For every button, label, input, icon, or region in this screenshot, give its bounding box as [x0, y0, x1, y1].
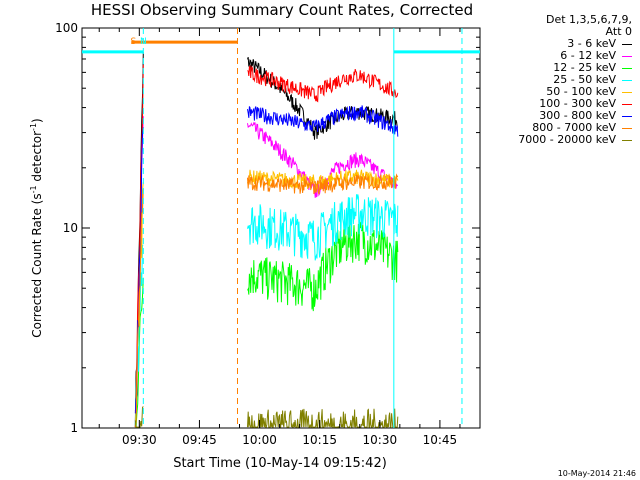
x-tick-label: 10:45: [423, 433, 458, 447]
x-tick-label: 09:30: [122, 433, 157, 447]
legend-swatch: [622, 127, 632, 129]
legend-header-1: Det 1,3,5,6,7,9,: [545, 13, 632, 26]
series-line: [247, 173, 399, 195]
legend-header-2: Att 0: [605, 25, 632, 38]
legend-label: 7000 - 20000 keV: [518, 133, 616, 146]
y-tick-label: 10: [63, 221, 78, 235]
marker-label-s: S: [130, 37, 136, 47]
y-axis-label-mid: detector: [30, 131, 44, 186]
legend-swatch: [622, 55, 632, 57]
series-line: [247, 194, 399, 261]
legend-label: 6 - 12 keV: [560, 49, 616, 62]
x-axis-label: Start Time (10-May-14 09:15:42): [173, 456, 387, 471]
y-axis-label: Corrected Count Rate (s-1 detector-1): [29, 118, 44, 337]
series-spike: [134, 188, 144, 428]
legend: Det 1,3,5,6,7,9, Att 0 3 - 6 keV 6 - 12 k…: [486, 14, 632, 146]
legend-label: 3 - 6 keV: [567, 37, 616, 50]
legend-entry: 800 - 7000 keV: [486, 122, 632, 134]
series-layer: [134, 52, 399, 429]
y-axis-label-sup1: -1: [29, 185, 38, 193]
legend-label: 50 - 100 keV: [546, 85, 616, 98]
legend-rows: 3 - 6 keV 6 - 12 keV 12 - 25 keV 25 - 50 ke…: [486, 38, 632, 146]
legend-entry: 6 - 12 keV: [486, 50, 632, 62]
footer-timestamp: 10-May-2014 21:46: [557, 469, 636, 478]
marker-label-n: N: [140, 37, 147, 47]
x-tick-label: 09:45: [182, 433, 217, 447]
legend-entry: 100 - 300 keV: [486, 98, 632, 110]
y-axis-label-sup2: -1: [29, 123, 38, 131]
legend-entry: 3 - 6 keV: [486, 38, 632, 50]
series-line: [247, 56, 398, 140]
legend-entry: 300 - 800 keV: [486, 110, 632, 122]
x-tick-label: 10:00: [242, 433, 277, 447]
y-tick-label: 1: [70, 421, 78, 435]
series-line: [247, 64, 399, 103]
legend-swatch: [622, 79, 632, 81]
chart-title: HESSI Observing Summary Count Rates, Cor…: [90, 1, 474, 19]
legend-label: 12 - 25 keV: [553, 61, 616, 74]
legend-swatch: [622, 67, 632, 69]
legend-label: 800 - 7000 keV: [532, 121, 616, 134]
legend-swatch: [622, 115, 632, 117]
legend-entry: 7000 - 20000 keV: [486, 134, 632, 146]
y-axis-label-end: ): [30, 118, 44, 123]
legend-label: 300 - 800 keV: [539, 109, 616, 122]
legend-entry: 50 - 100 keV: [486, 86, 632, 98]
legend-swatch: [622, 91, 632, 93]
y-tick-label: 100: [55, 21, 78, 35]
tick-layer: 1 10 100 09:30 09:45 10:00 10:15 10:30 10:45: [55, 21, 481, 447]
legend-swatch: [622, 139, 632, 141]
y-axis-label-main: Corrected Count Rate (s: [30, 193, 44, 337]
legend-label: 100 - 300 keV: [539, 97, 616, 110]
legend-label: 25 - 50 keV: [553, 73, 616, 86]
series-line: [247, 408, 399, 429]
legend-swatch: [622, 43, 632, 45]
legend-entry: 25 - 50 keV: [486, 74, 632, 86]
legend-swatch: [622, 103, 632, 105]
x-tick-label: 10:15: [302, 433, 337, 447]
series-line: [247, 220, 399, 312]
series-line: [247, 105, 399, 137]
legend-entry: 12 - 25 keV: [486, 62, 632, 74]
x-tick-label: 10:30: [363, 433, 398, 447]
